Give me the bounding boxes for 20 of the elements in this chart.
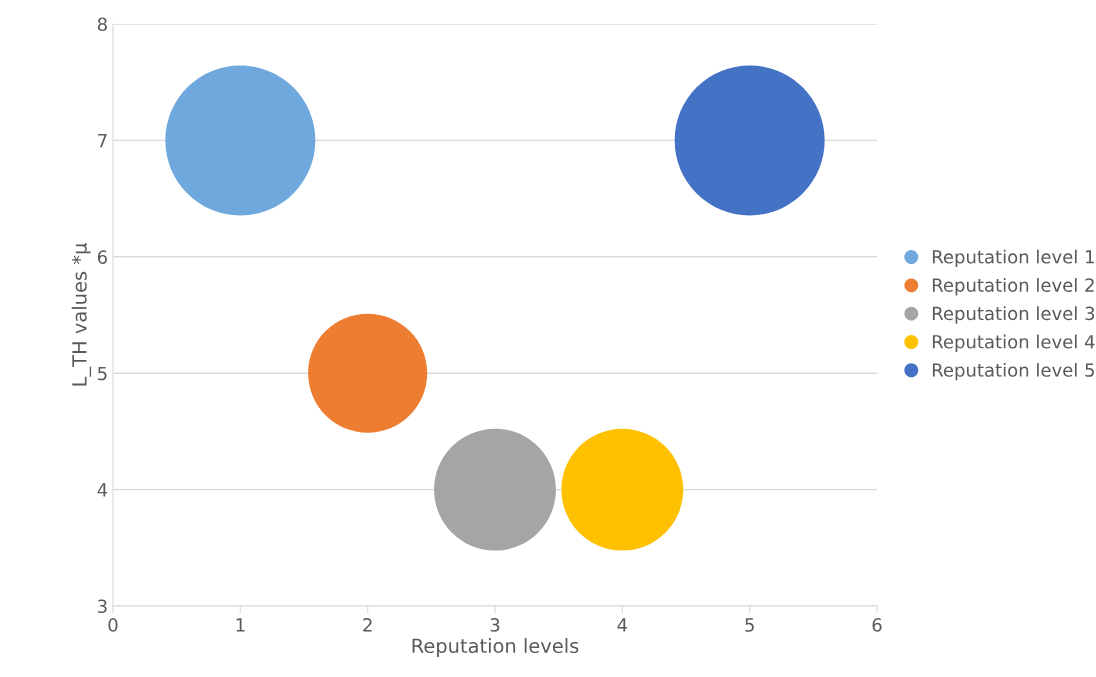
legend-label: Reputation level 5	[932, 362, 1094, 381]
legend-label: Reputation level 2	[932, 277, 1094, 296]
y-tick-label: 4	[97, 483, 108, 497]
x-tick-label: 0	[108, 618, 118, 632]
y-tick-label: 8	[97, 17, 107, 32]
x-tick-label: 6	[872, 618, 882, 632]
y-tick-label: 5	[98, 366, 107, 381]
x-tick-label: 2	[363, 618, 372, 632]
x-axis-title: Reputation levels	[412, 638, 579, 657]
legend-label: Reputation level 4	[932, 334, 1095, 353]
x-tick-label: 5	[745, 618, 754, 632]
y-axis-title: L_TH values *μ	[71, 243, 92, 386]
x-tick-label: 3	[490, 618, 500, 632]
legend-label: Reputation level 1	[932, 249, 1094, 268]
y-tick-label: 7	[98, 134, 107, 148]
x-tick-label: 1	[236, 618, 245, 632]
y-tick-label: 6	[97, 250, 107, 264]
legend-label: Reputation level 3	[932, 306, 1095, 324]
y-tick-label: 3	[98, 599, 107, 614]
x-tick-label: 4	[617, 618, 628, 632]
